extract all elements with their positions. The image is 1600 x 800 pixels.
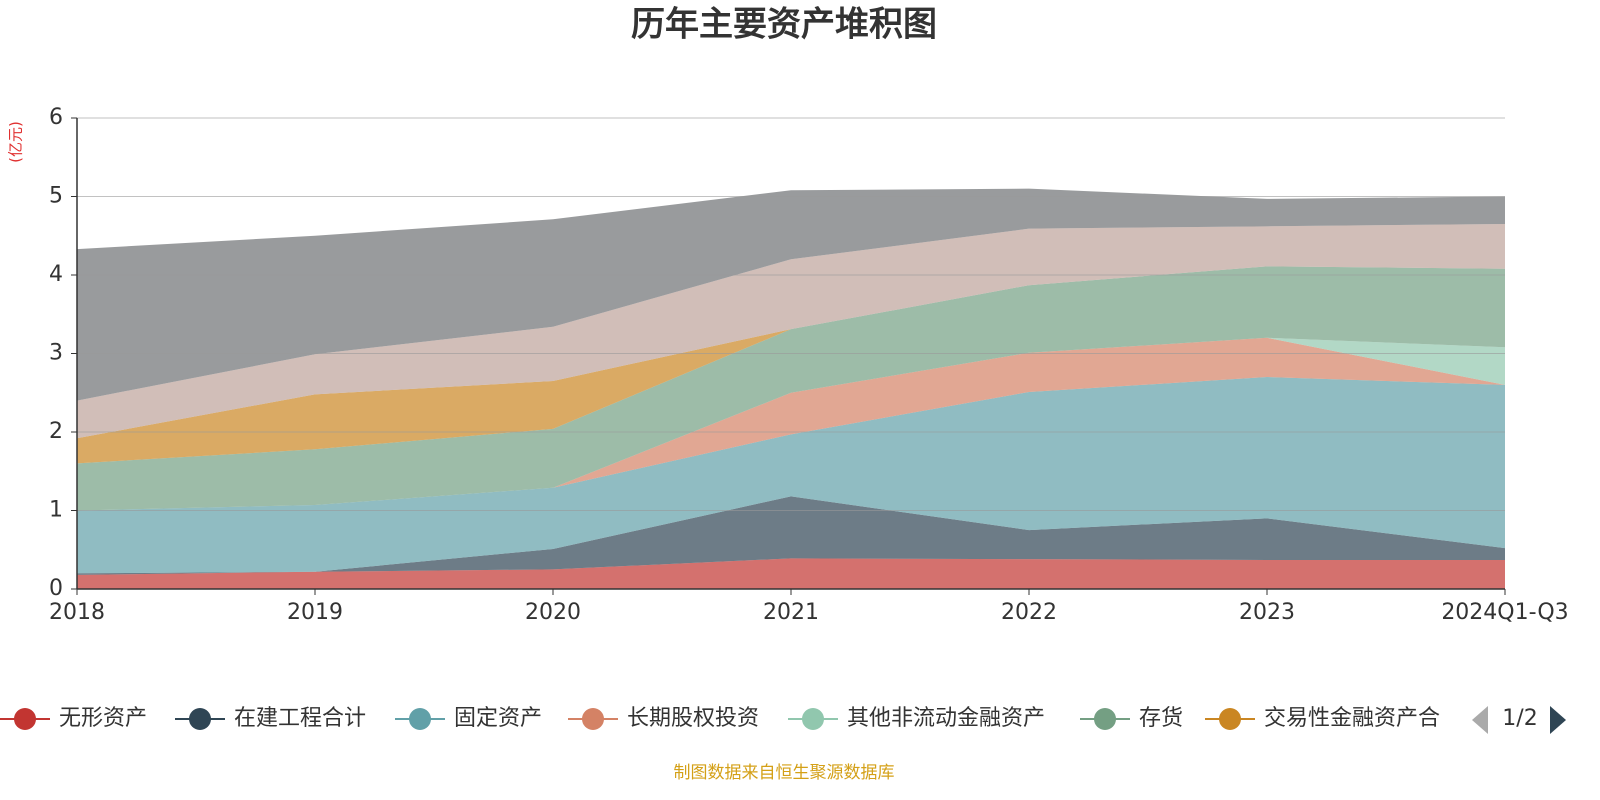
legend-label: 其他非流动金融资产 [847, 706, 1045, 731]
legend-marker [1094, 708, 1116, 730]
legend-item[interactable]: 长期股权投资 [568, 706, 759, 731]
axes: 0 1 2 3 4 5 6 2018 2019 2020 2021 2022 2023 2024Q1-Q3 [49, 105, 1569, 625]
legend-item[interactable]: 存货 [1080, 706, 1183, 731]
legend-marker [409, 708, 431, 730]
legend-marker [802, 708, 824, 730]
legend-marker [14, 708, 36, 730]
legend-page: 1/2 [1502, 706, 1537, 731]
y-tick-label: 2 [49, 419, 63, 444]
source-note: 制图数据来自恒生聚源数据库 [674, 763, 895, 783]
x-tick-label: 2019 [287, 600, 343, 625]
legend-label: 存货 [1139, 706, 1183, 731]
legend-label: 长期股权投资 [627, 706, 759, 731]
x-tick-label: 2018 [49, 600, 105, 625]
area-series [77, 266, 1505, 511]
x-tick-label: 2023 [1239, 600, 1295, 625]
legend-item[interactable]: 在建工程合计 [175, 706, 366, 731]
legend-label: 交易性金融资产合 [1264, 706, 1440, 731]
area-series [77, 337, 1505, 511]
area-series [77, 266, 1505, 464]
legend-marker [582, 708, 604, 730]
legend-label: 固定资产 [454, 706, 542, 731]
legend-marker [1219, 708, 1241, 730]
legend-item[interactable]: 其他非流动金融资产 [788, 706, 1045, 731]
legend-label: 无形资产 [59, 706, 147, 731]
area-series [77, 188, 1505, 401]
x-tick-label: 2024Q1-Q3 [1441, 600, 1568, 625]
legend-next[interactable] [1550, 706, 1566, 734]
area-series [77, 337, 1505, 511]
legend-label: 在建工程合计 [234, 706, 366, 731]
legend-item[interactable]: 固定资产 [395, 706, 542, 731]
x-tick-label: 2020 [525, 600, 581, 625]
legend-prev[interactable] [1472, 706, 1488, 734]
legend: 无形资产 在建工程合计 固定资产 长期股权投资 其他非流动金融资产 存货 交易性金融资产合 [0, 706, 1440, 731]
legend-item[interactable]: 交易性金融资产合 [1205, 706, 1440, 731]
y-tick-label: 4 [49, 262, 63, 287]
y-axis-label: (亿元) [7, 121, 25, 163]
y-tick-label: 5 [49, 184, 63, 209]
legend-item[interactable]: 无形资产 [0, 706, 147, 731]
x-tick-label: 2022 [1001, 600, 1057, 625]
y-tick-label: 0 [49, 576, 63, 601]
area-series [77, 223, 1505, 439]
plot-area [77, 188, 1505, 589]
legend-marker [189, 708, 211, 730]
area-series [77, 377, 1505, 574]
y-tick-label: 1 [49, 498, 63, 523]
area-series [77, 558, 1505, 589]
y-tick-label: 3 [49, 341, 63, 366]
area-series [77, 496, 1505, 575]
x-tick-label: 2021 [763, 600, 819, 625]
chart-title: 历年主要资产堆积图 [631, 5, 937, 45]
y-tick-label: 6 [49, 105, 63, 130]
